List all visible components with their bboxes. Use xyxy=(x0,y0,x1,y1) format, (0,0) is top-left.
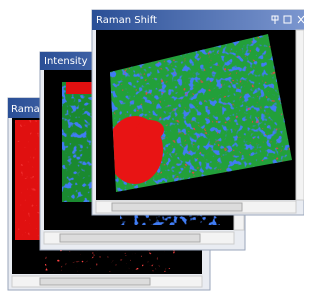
screenshot: Raman Intensity Raman Shift xyxy=(0,0,304,294)
window-title: Intensity xyxy=(44,56,88,67)
page: Raman Intensity Raman Shift xyxy=(0,0,320,294)
window-raman-shift[interactable]: Raman Shift xyxy=(92,10,304,215)
window-title: Raman Shift xyxy=(96,15,157,26)
